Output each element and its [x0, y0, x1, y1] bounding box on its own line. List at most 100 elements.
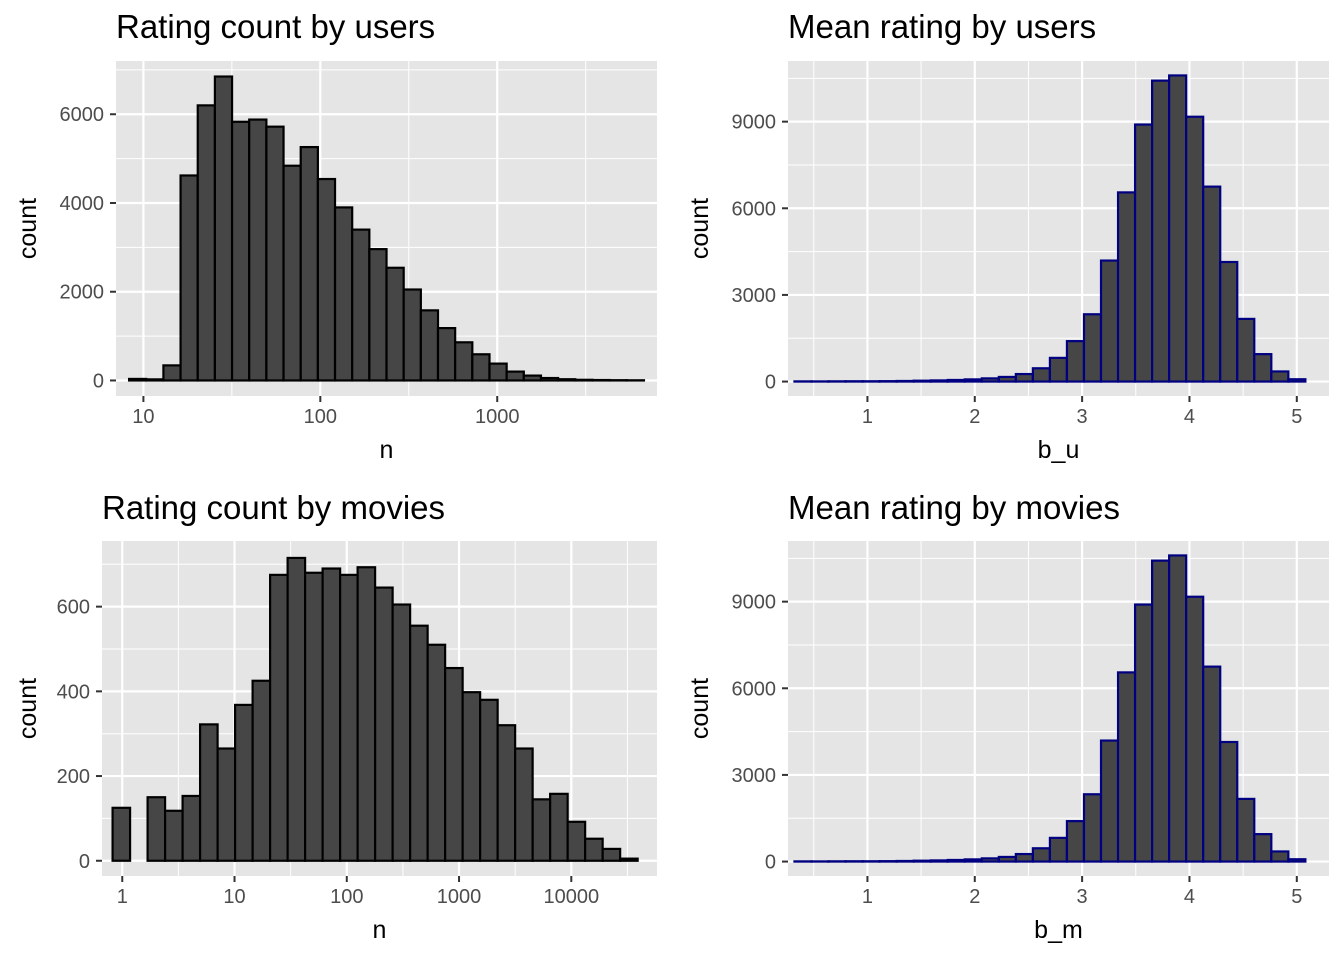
histogram-bar — [461, 691, 482, 862]
histogram-bar — [505, 370, 525, 382]
histogram-bar — [1185, 595, 1205, 863]
histogram-bar — [1270, 850, 1290, 863]
histogram-bar — [1133, 603, 1154, 863]
histogram-bar — [213, 75, 234, 382]
histogram-bar — [321, 567, 342, 862]
histogram-bar — [230, 120, 251, 382]
x-tick-label: 4 — [1184, 406, 1195, 428]
histogram-bar — [1082, 313, 1103, 383]
histogram-bar — [1099, 259, 1120, 383]
histogram-bar — [402, 288, 422, 382]
histogram-bar — [566, 820, 587, 862]
panel-mean-rating-by-movies: 1 2 3 4 5 0 3000 6000 9000 b_m count Mean rating by… — [686, 489, 1329, 944]
histogram-bar — [912, 379, 932, 383]
y-tick-label: 200 — [57, 766, 90, 788]
histogram-bar — [574, 378, 594, 382]
histogram-bar — [1236, 317, 1256, 383]
histogram-bar — [1133, 123, 1154, 383]
histogram-bar — [522, 374, 543, 382]
x-tick-label: 5 — [1291, 886, 1302, 908]
histogram-bar — [980, 377, 1000, 383]
x-tick-label: 100 — [304, 406, 337, 428]
y-tick-label: 6000 — [732, 198, 777, 220]
histogram-bar — [619, 857, 639, 862]
histogram-bar — [1236, 797, 1256, 863]
histogram-bar — [248, 118, 268, 382]
histogram-bar — [1150, 79, 1171, 383]
y-tick-label: 9000 — [732, 592, 777, 614]
histogram-bar — [146, 796, 167, 862]
histogram-bar — [496, 724, 517, 862]
x-tick-label: 5 — [1291, 406, 1302, 428]
histogram-bar — [316, 177, 337, 382]
histogram-bar — [1065, 340, 1086, 383]
histogram-bar — [1150, 559, 1171, 863]
histogram-bar — [426, 643, 447, 862]
histogram-bar — [299, 145, 319, 382]
x-tick-label: 10000 — [543, 886, 599, 908]
histogram-bar — [584, 837, 604, 862]
histogram-bar — [304, 571, 324, 862]
histogram-bar — [196, 104, 217, 382]
histogram-bar — [1219, 740, 1239, 863]
histogram-bar — [1048, 836, 1069, 863]
y-axis-label: count — [14, 678, 42, 739]
x-tick-label: 1 — [117, 886, 128, 908]
histogram-bar — [351, 228, 371, 382]
y-tick-label: 6000 — [60, 104, 105, 126]
histogram-bar — [488, 362, 508, 382]
x-tick-label: 100 — [330, 886, 363, 908]
histogram-bar — [333, 206, 354, 382]
histogram-bar — [1253, 833, 1273, 863]
y-axis-label: count — [686, 678, 714, 739]
histogram-bar — [539, 376, 560, 382]
histogram-bar — [946, 858, 966, 863]
histogram-bar — [234, 703, 254, 862]
y-tick-label: 3000 — [732, 285, 777, 307]
histogram-bar — [286, 556, 307, 862]
x-tick-label: 1 — [862, 406, 873, 428]
histogram-bar — [339, 573, 359, 862]
histogram-bar — [179, 174, 199, 382]
y-tick-label: 0 — [765, 372, 776, 394]
y-tick-label: 3000 — [732, 765, 777, 787]
histogram-bar — [1116, 671, 1137, 863]
histogram-bar — [216, 747, 237, 862]
x-axis-label: b_u — [1038, 436, 1080, 464]
histogram-bar — [454, 341, 474, 382]
y-axis-label: count — [686, 198, 714, 259]
histogram-bar — [374, 586, 394, 862]
histogram-bar — [163, 809, 184, 862]
histogram-bar — [471, 353, 491, 382]
histogram-bar — [127, 377, 148, 382]
x-axis-label: b_m — [1034, 916, 1083, 944]
x-tick-label: 2 — [969, 886, 980, 908]
y-tick-label: 600 — [57, 597, 90, 619]
histogram-bar — [162, 364, 182, 382]
histogram-bar — [601, 847, 622, 862]
chart-title: Rating count by movies — [102, 489, 445, 526]
x-tick-label: 1000 — [475, 406, 520, 428]
histogram-bar — [1082, 793, 1103, 863]
histogram-bar — [251, 679, 272, 862]
y-tick-label: 6000 — [732, 678, 777, 700]
histogram-bar — [531, 798, 552, 862]
histogram-bar — [1287, 858, 1307, 863]
histogram-bar — [385, 266, 405, 382]
histogram-bar — [997, 855, 1017, 863]
histogram-bar — [269, 573, 289, 862]
histogram-bar — [1253, 353, 1273, 383]
histogram-bar — [1219, 260, 1239, 383]
histogram-bar — [1099, 739, 1120, 863]
histogram-bar — [1202, 185, 1222, 383]
histogram-bar — [1168, 74, 1188, 383]
histogram-bar — [356, 566, 377, 862]
histogram-bar — [145, 378, 165, 382]
x-tick-label: 1000 — [437, 886, 482, 908]
histogram-bar — [1116, 191, 1137, 383]
histogram-bar — [514, 747, 534, 862]
histogram-bar — [1287, 378, 1307, 383]
y-tick-label: 9000 — [732, 112, 777, 134]
x-axis-label: n — [380, 436, 394, 464]
histogram-bar — [912, 859, 932, 863]
